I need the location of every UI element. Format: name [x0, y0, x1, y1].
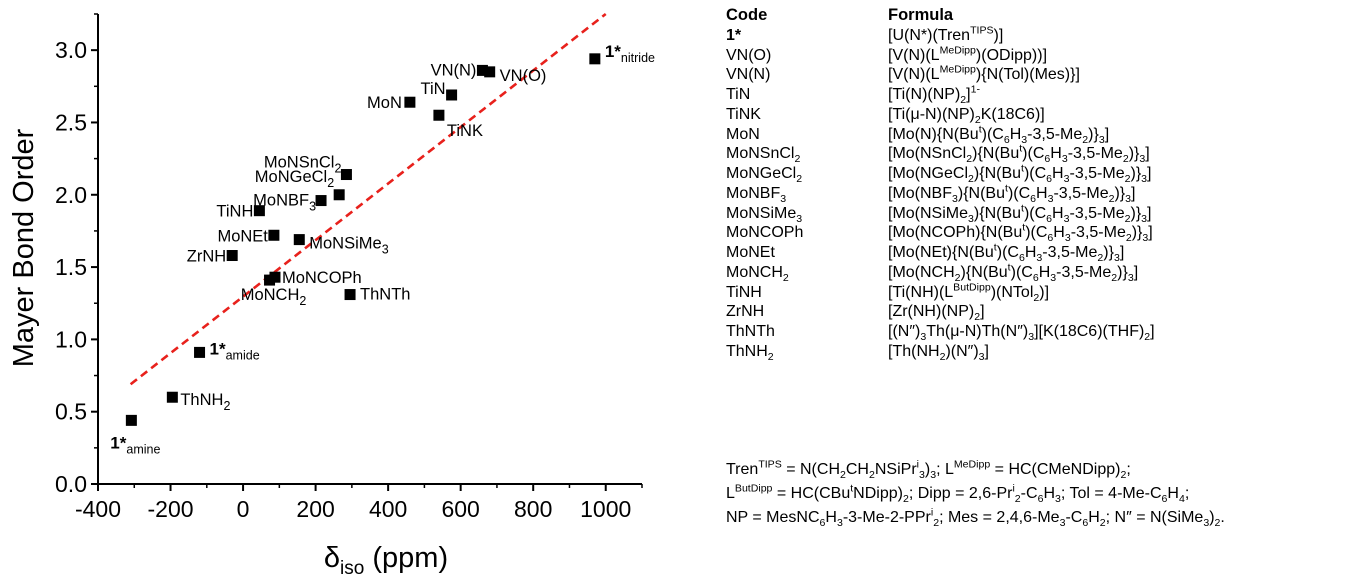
data-point	[293, 234, 305, 246]
data-point-label: MoNSnCl2	[264, 154, 342, 176]
footnote-line: TrenTIPS = N(CH2CH2NSiPri3)3; LMeDipp = …	[726, 458, 1131, 482]
y-tick-label: 2.0	[55, 182, 87, 208]
table-row: MoNSiMe3 [Mo(NSiMe3){N(But)(C6H3-3,5-Me2)…	[726, 202, 1152, 225]
table-row: VN(O) [V(N)(LMeDipp)(ODipp))]	[726, 44, 1048, 64]
data-point-label: MoNCOPh	[282, 269, 362, 287]
y-tick-label: 1.5	[55, 254, 87, 280]
x-tick-label: 400	[369, 496, 407, 522]
data-point	[125, 414, 137, 426]
y-tick-label: 1.0	[55, 326, 87, 352]
data-point	[340, 169, 352, 181]
y-tick-label: 2.5	[55, 109, 87, 135]
table-row: TiNH [Ti(NH)(LButDipp)(NTol2)]	[726, 281, 1050, 304]
data-point-label: MoN	[367, 94, 402, 112]
table-row: MoNBF3 [Mo(NBF3){N(But)(C6H3-3,5-Me2)}3]	[726, 182, 1136, 205]
data-point	[166, 391, 178, 403]
data-point	[433, 109, 445, 121]
data-point-label: 1*nitride	[605, 42, 655, 65]
data-point	[344, 289, 356, 301]
header-code: Code	[726, 6, 768, 24]
header-formula: Formula	[888, 6, 954, 24]
table-row: ThNH2 [Th(NH2)(N″)3]	[726, 342, 989, 363]
data-point	[333, 189, 345, 201]
data-point-label: TiNK	[447, 122, 483, 140]
table-row: VN(N) [V(N)(LMeDipp){N(Tol)(Mes)}]	[726, 63, 1080, 84]
data-point-label: VN(O)	[500, 67, 547, 85]
data-point	[446, 89, 458, 101]
data-point	[476, 64, 488, 76]
y-tick-label: 0.5	[55, 399, 87, 425]
table-row: MoNCH2 [Mo(NCH2){N(But)(C6H3-3,5-Me2)}3]	[726, 261, 1139, 284]
data-point-label: ZrNH	[187, 248, 226, 266]
table-row: ThNTh [(N″)3Th(μ-N)Th(N″)3][K(18C6)(THF)2…	[726, 323, 1155, 344]
y-tick-label: 0.0	[55, 471, 87, 497]
footnote-line: NP = MesNC6H3-3-Me-2-PPri2; Mes = 2,4,6-…	[726, 506, 1225, 530]
data-point-label: MoNBF3	[253, 192, 316, 214]
data-point-label: TiN	[421, 80, 446, 98]
data-point	[315, 195, 327, 207]
data-point-label: 1*amine	[110, 433, 160, 456]
data-point-label: TiNH	[216, 203, 253, 221]
data-point	[404, 96, 416, 108]
axes: -400 -200 0 200 400 600 800 1000 0.0 0.5 1.0 1.5 2.0…	[55, 13, 643, 522]
data-point	[589, 53, 601, 65]
data-point-label: MoNSiMe3	[309, 235, 388, 257]
data-point	[484, 66, 496, 78]
data-points-layer: 1*nitrideVN(O)VN(N)TiNTiNKMoNMoNSnCl2MoN…	[110, 42, 655, 457]
x-tick-label: 800	[514, 496, 552, 522]
data-point	[194, 346, 206, 358]
table-row: MoNSnCl2 [Mo(NSnCl2){N(But)(C6H3-3,5-Me2)…	[726, 142, 1150, 166]
x-tick-label: 0	[237, 496, 250, 522]
x-tick-label: 200	[296, 496, 334, 522]
data-point-label: MoNGeCl2	[255, 168, 334, 190]
data-point	[264, 274, 276, 286]
data-point-label: ThNH2	[180, 391, 230, 413]
table-header: Code Formula	[726, 6, 1366, 26]
table-row: ZrNH [Zr(NH)(NP)2]	[726, 303, 985, 324]
footnote-line: LButDipp = HC(CButNDipp)2; Dipp = 2,6-Pr…	[726, 482, 1190, 506]
y-tick-label: 3.0	[55, 37, 87, 63]
data-point	[268, 229, 280, 241]
data-point-label: ThNTh	[360, 286, 410, 304]
table-row: MoN [Mo(N){N(But)(C6H3-3,5-Me2)}3]	[726, 123, 1110, 146]
trendline	[129, 12, 607, 386]
data-point	[253, 205, 265, 217]
scatter-chart: -400 -200 0 200 400 600 800 1000 0.0 0.5 1.0 1.5 2.0…	[8, 12, 655, 579]
x-axis-title: δiso (ppm)	[324, 542, 448, 579]
trendline-layer	[129, 12, 607, 386]
x-tick-label: -400	[75, 496, 121, 522]
table-row: 1* [U(N*)(TrenTIPS)]	[726, 24, 1004, 44]
data-point-label: MoNEt	[217, 227, 268, 245]
table-row: MoNCOPh [Mo(NCOPh){N(But)(C6H3-3,5-Me2)}3…	[726, 221, 1153, 245]
abbreviation-footnote: TrenTIPS = N(CH2CH2NSiPri3)3; LMeDipp = …	[726, 458, 1366, 530]
formula-table: Code Formula 1* [U(N*)(TrenTIPS)] VN(O) [V…	[726, 6, 1366, 362]
table-row: TiN [Ti(N)(NP)2]1-	[726, 83, 980, 107]
table-row: MoNGeCl2 [Mo(NGeCl2){N(But)(C6H3-3,5-Me2)…	[726, 162, 1152, 186]
x-tick-label: 600	[441, 496, 479, 522]
data-point	[226, 250, 238, 262]
x-tick-label: -200	[148, 496, 194, 522]
x-tick-label: 1000	[580, 496, 631, 522]
y-axis-title: Mayer Bond Order	[8, 128, 40, 367]
table-row: MoNEt [Mo(NEt){N(But)(C6H3-3,5-Me2)}3]	[726, 241, 1125, 265]
data-point-label: VN(N)	[431, 61, 477, 79]
data-point-label: MoNCH2	[241, 286, 307, 308]
table-row: TiNK [Ti(μ-N)(NP)2K(18C6)]	[726, 105, 1045, 126]
data-point-label: 1*amide	[210, 339, 260, 362]
